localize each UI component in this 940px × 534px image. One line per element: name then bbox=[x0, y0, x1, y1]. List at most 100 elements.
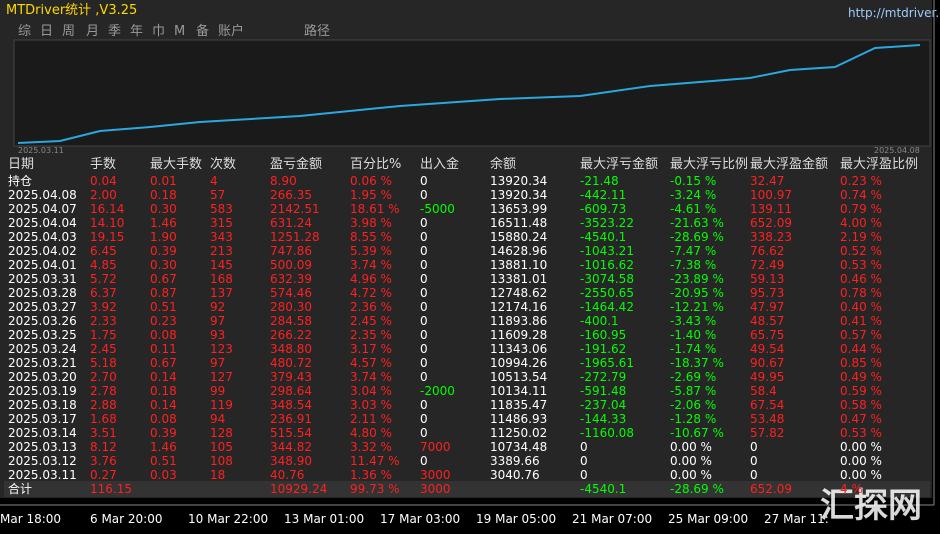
tab[interactable]: 年 bbox=[130, 24, 144, 39]
table-cell: -23.89 % bbox=[670, 272, 724, 286]
time-label: 25 Mar 09:00 bbox=[668, 512, 749, 526]
table-cell: 0.78 % bbox=[840, 286, 882, 300]
table-cell: 139.11 bbox=[750, 202, 792, 216]
tab[interactable]: 路径 bbox=[304, 24, 331, 39]
table-cell: 0.59 % bbox=[840, 384, 882, 398]
table-cell: 2.36 % bbox=[350, 300, 392, 314]
table-cell: 0.08 bbox=[150, 412, 177, 426]
table-cell: 4.80 % bbox=[350, 426, 392, 440]
mini-end-date: 2025.04.08 bbox=[874, 146, 920, 155]
table-cell: 0 bbox=[420, 258, 428, 272]
table-cell: 92 bbox=[210, 300, 226, 314]
table-cell: 4.85 bbox=[90, 258, 117, 272]
table-cell: -5.87 % bbox=[670, 384, 717, 398]
table-cell: 11343.06 bbox=[490, 342, 548, 356]
table-cell: 1.95 % bbox=[350, 188, 392, 202]
tab[interactable]: 周 bbox=[62, 24, 76, 39]
table-cell: -1.74 % bbox=[670, 342, 717, 356]
tab[interactable]: 月 bbox=[86, 24, 100, 39]
table-cell: 3.32 % bbox=[350, 440, 392, 454]
table-cell: 128 bbox=[210, 426, 233, 440]
column-header: 手数 bbox=[90, 157, 117, 172]
table-cell: -160.95 bbox=[580, 328, 627, 342]
table-cell: 0 bbox=[420, 272, 428, 286]
table-cell: 2025.03.20 bbox=[8, 370, 77, 384]
total-cell: 116.15 bbox=[90, 482, 132, 496]
table-cell: 58.4 bbox=[750, 384, 777, 398]
column-header: 最大手数 bbox=[150, 157, 203, 172]
column-header: 出入金 bbox=[420, 157, 460, 172]
table-cell: 0.87 bbox=[150, 286, 177, 300]
table-cell: -3.24 % bbox=[670, 188, 717, 202]
table-cell: 0 bbox=[420, 188, 428, 202]
table-cell: 0 bbox=[420, 300, 428, 314]
table-cell: 2025.04.01 bbox=[8, 258, 77, 272]
table-cell: 1.90 bbox=[150, 230, 177, 244]
table-cell: 0.03 bbox=[150, 468, 177, 482]
table-cell: 0.51 bbox=[150, 300, 177, 314]
table-cell: 0 bbox=[580, 440, 588, 454]
table-cell: 76.62 bbox=[750, 244, 785, 258]
table-cell: 0.74 % bbox=[840, 188, 882, 202]
table-cell: 137 bbox=[210, 286, 233, 300]
time-label: 6 Mar 20:00 bbox=[90, 512, 163, 526]
total-cell: 99.73 % bbox=[350, 482, 400, 496]
table-cell: 0.46 % bbox=[840, 272, 882, 286]
table-cell: -191.62 bbox=[580, 342, 627, 356]
table-cell: 2025.03.25 bbox=[8, 328, 77, 342]
table-cell: 3.03 % bbox=[350, 398, 392, 412]
table-cell: 0 bbox=[750, 454, 758, 468]
table-cell: 2025.03.31 bbox=[8, 272, 77, 286]
table-cell: 0.58 % bbox=[840, 398, 882, 412]
table-cell: 0.47 % bbox=[840, 412, 882, 426]
table-cell: 0 bbox=[580, 468, 588, 482]
table-cell: -0.15 % bbox=[670, 174, 717, 188]
table-cell: 57 bbox=[210, 188, 226, 202]
table-cell: 1.46 bbox=[150, 440, 177, 454]
table-cell: 2025.03.26 bbox=[8, 314, 77, 328]
table-cell: 343 bbox=[210, 230, 233, 244]
table-cell: 631.24 bbox=[270, 216, 312, 230]
table-cell: 10513.54 bbox=[490, 370, 548, 384]
time-label: Mar 18:00 bbox=[0, 512, 62, 526]
table-cell: 59.13 bbox=[750, 272, 785, 286]
table-cell: -1.28 % bbox=[670, 412, 717, 426]
table-cell: 2025.03.17 bbox=[8, 412, 77, 426]
table-cell: 13381.01 bbox=[490, 272, 548, 286]
table-cell: 348.80 bbox=[270, 342, 312, 356]
table-cell: 0.14 bbox=[150, 398, 177, 412]
tab[interactable]: 备 bbox=[196, 24, 210, 39]
table-cell: 8.55 % bbox=[350, 230, 392, 244]
table-cell: 97 bbox=[210, 356, 226, 370]
table-cell: 6.37 bbox=[90, 286, 117, 300]
table-cell: -20.95 % bbox=[670, 286, 724, 300]
table-cell: 3.74 % bbox=[350, 258, 392, 272]
tab[interactable]: M bbox=[174, 24, 186, 39]
table-cell: 67.54 bbox=[750, 398, 785, 412]
table-cell: 0.57 % bbox=[840, 328, 882, 342]
table-cell: 5.18 bbox=[90, 356, 117, 370]
total-cell: 652.09 bbox=[750, 482, 792, 496]
tab[interactable]: 账户 bbox=[218, 24, 245, 39]
tab[interactable]: 日 bbox=[40, 24, 54, 39]
table-cell: 49.54 bbox=[750, 342, 785, 356]
table-cell: 123 bbox=[210, 342, 233, 356]
tab[interactable]: 综 bbox=[18, 24, 32, 39]
tab[interactable]: 季 bbox=[108, 24, 122, 39]
table-cell: 2025.03.18 bbox=[8, 398, 77, 412]
table-cell: 99 bbox=[210, 384, 226, 398]
table-cell: 2025.03.21 bbox=[8, 356, 77, 370]
table-cell: -21.63 % bbox=[670, 216, 724, 230]
url[interactable]: http://mtdriver.com bbox=[848, 6, 940, 20]
table-cell: 747.86 bbox=[270, 244, 312, 258]
table-cell: -10.67 % bbox=[670, 426, 724, 440]
time-label: 17 Mar 03:00 bbox=[380, 512, 461, 526]
table-cell: 2025.04.07 bbox=[8, 202, 77, 216]
tab[interactable]: 巾 bbox=[152, 24, 166, 39]
table-cell: -591.48 bbox=[580, 384, 627, 398]
table-cell: 4.57 % bbox=[350, 356, 392, 370]
table-cell: 0.00 % bbox=[670, 440, 712, 454]
table-cell: 0.01 bbox=[150, 174, 177, 188]
table-cell: 12174.16 bbox=[490, 300, 548, 314]
table-cell: 13653.99 bbox=[490, 202, 548, 216]
